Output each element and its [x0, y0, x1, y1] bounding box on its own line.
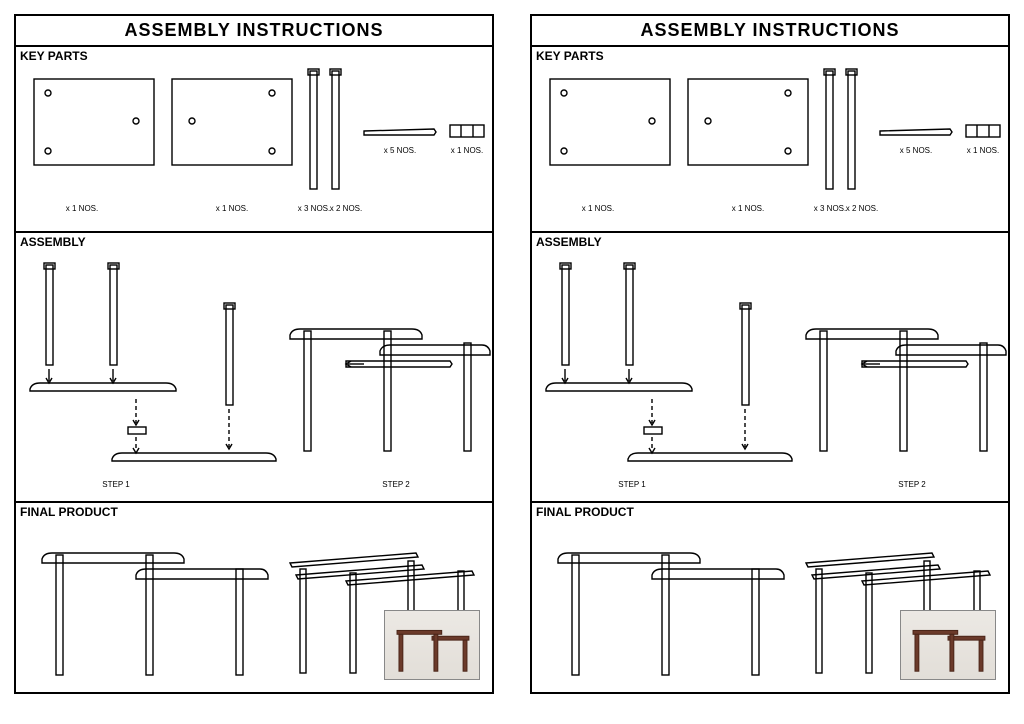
step1-label: STEP 1: [102, 480, 130, 489]
final-product-photo: [384, 610, 480, 680]
svg-text:x 5 NOS.: x 5 NOS.: [900, 146, 932, 155]
assembly-header: ASSEMBLY: [16, 233, 492, 251]
svg-text:x 3 NOS.: x 3 NOS.: [814, 204, 846, 213]
final-header: FINAL PRODUCT: [532, 503, 1008, 521]
qty-block: x 1 NOS.: [451, 146, 483, 155]
final-product-photo: [900, 610, 996, 680]
svg-text:x 2 NOS.: x 2 NOS.: [846, 204, 878, 213]
key-parts-drawing: x 1 NOS. x 1 NOS. x 3 NOS. x 2 NOS. x 5 …: [16, 65, 496, 233]
key-parts-drawing: x 1 NOS. x 1 NOS. x 3 NOS. x 2 NOS. x 5 …: [532, 65, 1012, 233]
assembly-header: ASSEMBLY: [532, 233, 1008, 251]
section-assembly: ASSEMBLY: [532, 233, 1008, 503]
assembly-drawing: STEP 1 STEP 2: [532, 251, 1012, 501]
qty-panel-a: x 1 NOS.: [66, 204, 98, 213]
key-parts-header: KEY PARTS: [16, 47, 492, 65]
section-final-product: FINAL PRODUCT: [16, 503, 492, 692]
section-key-parts: KEY PARTS: [16, 47, 492, 233]
svg-text:x 1 NOS.: x 1 NOS.: [967, 146, 999, 155]
sheet-title: ASSEMBLY INSTRUCTIONS: [532, 16, 1008, 47]
svg-text:x 1 NOS.: x 1 NOS.: [732, 204, 764, 213]
instruction-sheet-left: ASSEMBLY INSTRUCTIONS KEY PARTS: [14, 14, 494, 694]
svg-text:STEP 2: STEP 2: [898, 480, 926, 489]
key-parts-header: KEY PARTS: [532, 47, 1008, 65]
qty-leg-b: x 2 NOS.: [330, 204, 362, 213]
final-header: FINAL PRODUCT: [16, 503, 492, 521]
section-key-parts: KEY PARTS x 1 NOS. x 1 NOS. x 3 NOS. x 2…: [532, 47, 1008, 233]
qty-panel-b: x 1 NOS.: [216, 204, 248, 213]
qty-leg-a: x 3 NOS.: [298, 204, 330, 213]
step2-label: STEP 2: [382, 480, 410, 489]
section-final-product: FINAL PRODUCT: [532, 503, 1008, 692]
assembly-drawing: STEP 1 STEP 2: [16, 251, 496, 501]
section-assembly: ASSEMBLY: [16, 233, 492, 503]
svg-text:x 1 NOS.: x 1 NOS.: [582, 204, 614, 213]
instruction-sheet-right: ASSEMBLY INSTRUCTIONS KEY PARTS x 1 NOS.…: [530, 14, 1010, 694]
svg-text:STEP 1: STEP 1: [618, 480, 646, 489]
sheet-title: ASSEMBLY INSTRUCTIONS: [16, 16, 492, 47]
qty-dowel: x 5 NOS.: [384, 146, 416, 155]
